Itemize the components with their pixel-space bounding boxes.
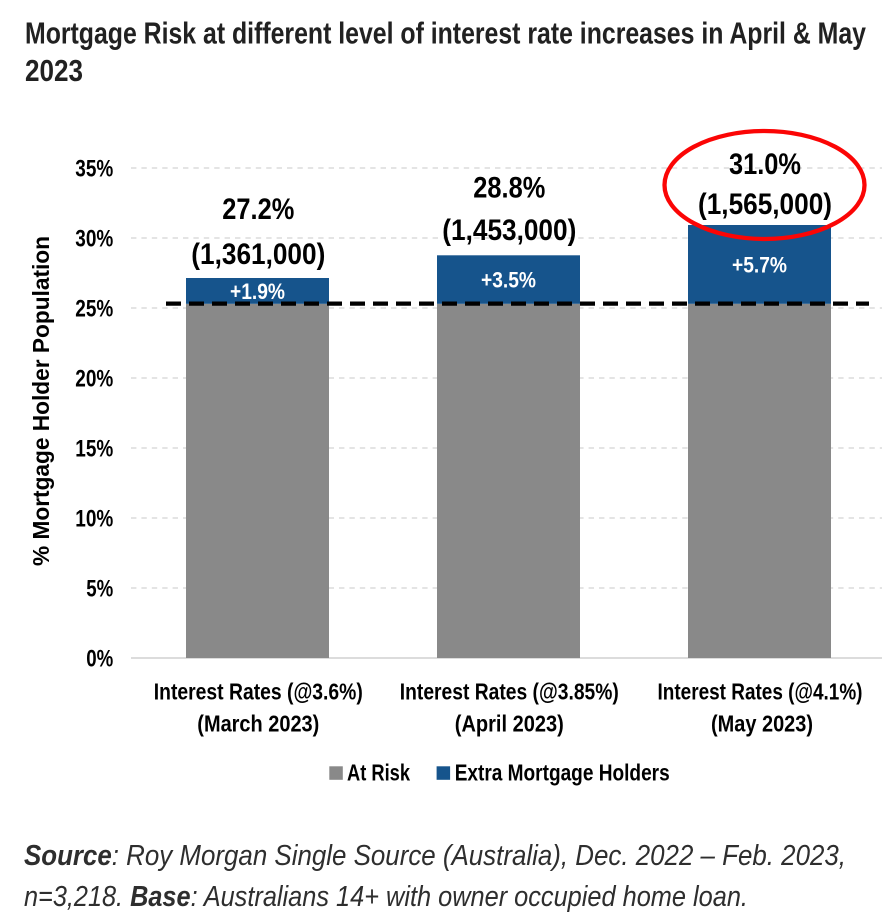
svg-text:% Mortgage Holder Population: % Mortgage Holder Population	[28, 236, 54, 566]
svg-text:Extra Mortgage Holders: Extra Mortgage Holders	[455, 760, 670, 786]
svg-text:n=3,218.: n=3,218.	[24, 881, 130, 913]
svg-text:Interest Rates (@3.85%): Interest Rates (@3.85%)	[400, 679, 619, 705]
svg-text:Interest Rates (@4.1%): Interest Rates (@4.1%)	[658, 679, 863, 705]
svg-text:Interest Rates (@3.6%): Interest Rates (@3.6%)	[154, 679, 363, 705]
svg-text:(May 2023): (May 2023)	[711, 711, 813, 737]
svg-text:: Australians 14+ with owner o: : Australians 14+ with owner occupied ho…	[191, 881, 748, 913]
svg-text:31.0%: 31.0%	[729, 148, 801, 181]
svg-text:+1.9%: +1.9%	[230, 279, 285, 304]
svg-text:27.2%: 27.2%	[222, 193, 294, 226]
svg-text:28.8%: 28.8%	[473, 172, 545, 205]
svg-text:35%: 35%	[75, 156, 113, 183]
svg-text:+5.7%: +5.7%	[732, 252, 787, 277]
svg-text:: Roy Morgan Single Source (Au: : Roy Morgan Single Source (Australia), …	[112, 840, 846, 872]
svg-text:+3.5%: +3.5%	[481, 267, 536, 292]
svg-text:(1,453,000): (1,453,000)	[442, 214, 576, 247]
svg-text:10%: 10%	[75, 506, 113, 533]
svg-text:0%: 0%	[86, 646, 113, 673]
svg-text:Base: Base	[130, 881, 190, 913]
svg-text:30%: 30%	[75, 226, 113, 253]
svg-text:15%: 15%	[75, 436, 113, 463]
svg-text:At Risk: At Risk	[347, 760, 410, 786]
svg-text:20%: 20%	[75, 366, 113, 393]
svg-text:2023: 2023	[25, 53, 83, 88]
svg-text:5%: 5%	[86, 576, 113, 603]
svg-text:(March 2023): (March 2023)	[197, 711, 319, 737]
svg-text:Source: Source	[24, 840, 112, 872]
svg-text:25%: 25%	[75, 296, 113, 323]
svg-text:(1,361,000): (1,361,000)	[191, 238, 325, 271]
svg-text:Mortgage Risk at different lev: Mortgage Risk at different level of inte…	[25, 16, 867, 51]
svg-text:(1,565,000): (1,565,000)	[698, 188, 832, 221]
svg-text:(April 2023): (April 2023)	[455, 711, 564, 737]
